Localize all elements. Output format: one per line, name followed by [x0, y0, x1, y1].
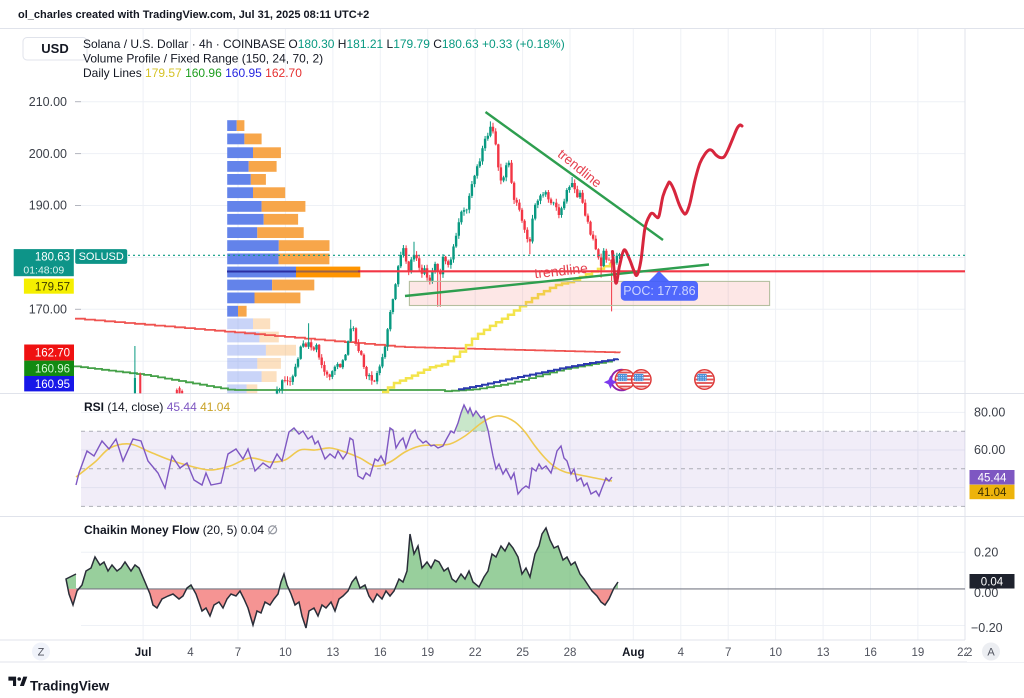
- svg-text:160.96: 160.96: [35, 364, 70, 376]
- svg-text:2: 2: [966, 647, 972, 659]
- svg-text:0.00: 0.00: [974, 586, 998, 600]
- svg-text:Z: Z: [38, 647, 45, 659]
- svg-text:16: 16: [374, 647, 387, 659]
- svg-text:200.00: 200.00: [29, 147, 67, 161]
- svg-text:179.57: 179.57: [35, 281, 70, 293]
- svg-text:19: 19: [912, 647, 925, 659]
- svg-text:7: 7: [235, 647, 241, 659]
- svg-text:162.70: 162.70: [35, 348, 70, 360]
- svg-text:Jul: Jul: [135, 647, 152, 659]
- svg-text:41.04: 41.04: [978, 487, 1007, 499]
- svg-text:210.00: 210.00: [29, 95, 67, 109]
- svg-text:45.44: 45.44: [978, 472, 1007, 484]
- svg-text:RSI (14, close) 45.44 41.04: RSI (14, close) 45.44 41.04: [84, 400, 230, 414]
- svg-text:TradingView: TradingView: [30, 679, 110, 694]
- svg-text:−0.20: −0.20: [971, 621, 1003, 635]
- svg-text:180.63: 180.63: [35, 252, 70, 264]
- svg-text:13: 13: [817, 647, 830, 659]
- svg-text:Daily Lines 179.57 160.96 160.: Daily Lines 179.57 160.96 160.95 162.70: [83, 66, 302, 80]
- svg-text:USD: USD: [41, 41, 68, 56]
- svg-text:10: 10: [769, 647, 782, 659]
- svg-text:10: 10: [279, 647, 292, 659]
- svg-text:190.00: 190.00: [29, 199, 67, 213]
- svg-text:25: 25: [516, 647, 529, 659]
- svg-text:22: 22: [469, 647, 482, 659]
- svg-text:16: 16: [864, 647, 877, 659]
- svg-text:4: 4: [678, 647, 685, 659]
- svg-text:Volume Profile / Fixed Range (: Volume Profile / Fixed Range (150, 24, 7…: [83, 52, 323, 66]
- svg-text:01:48:09: 01:48:09: [23, 264, 64, 276]
- svg-text:ol_charles created with Tradin: ol_charles created with TradingView.com,…: [18, 9, 369, 21]
- svg-text:Chaikin Money Flow (20, 5) 0.: Chaikin Money Flow (20, 5) 0.04 ∅: [84, 523, 278, 537]
- svg-text:0.04: 0.04: [981, 576, 1004, 588]
- svg-text:Solana / U.S. Dollar · 4h · CO: Solana / U.S. Dollar · 4h · COINBASE O18…: [83, 37, 565, 51]
- svg-text:60.00: 60.00: [974, 443, 1005, 457]
- svg-text:7: 7: [725, 647, 731, 659]
- svg-text:22: 22: [957, 647, 970, 659]
- svg-text:4: 4: [187, 647, 194, 659]
- svg-text:170.00: 170.00: [29, 303, 67, 317]
- svg-text:Aug: Aug: [622, 647, 644, 659]
- svg-text:POC: 177.86: POC: 177.86: [623, 284, 695, 298]
- svg-text:19: 19: [421, 647, 434, 659]
- svg-text:trendline: trendline: [534, 260, 589, 282]
- svg-text:80.00: 80.00: [974, 406, 1005, 420]
- svg-text:28: 28: [564, 647, 577, 659]
- svg-text:A: A: [987, 647, 995, 659]
- svg-text:SOLUSD: SOLUSD: [79, 251, 124, 263]
- svg-text:0.20: 0.20: [974, 546, 998, 560]
- svg-text:13: 13: [327, 647, 340, 659]
- svg-text:160.95: 160.95: [35, 379, 70, 391]
